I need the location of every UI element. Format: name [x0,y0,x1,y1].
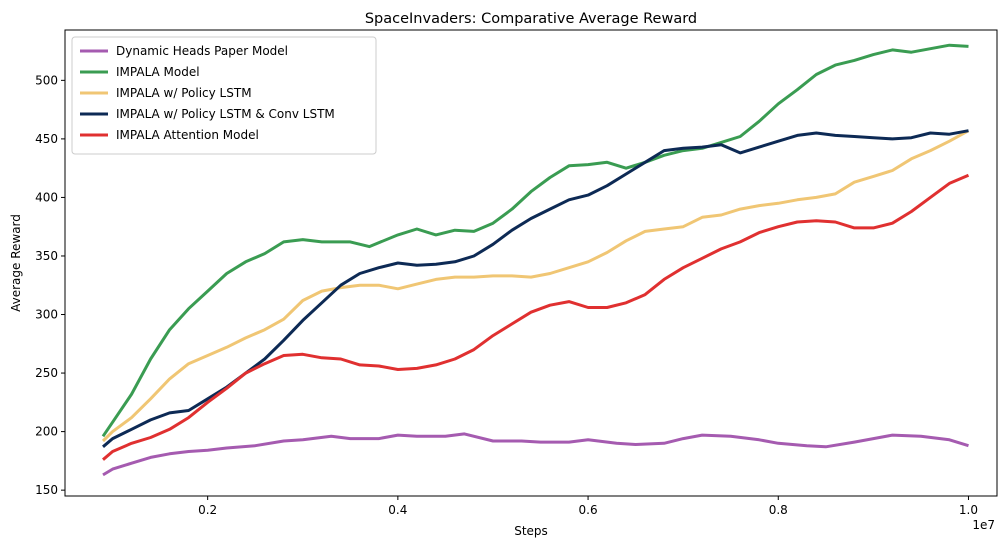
x-axis-offset-label: 1e7 [972,518,995,532]
x-tick-label: 0.4 [388,503,407,517]
x-axis-label: Steps [514,524,548,538]
x-tick-label: 1.0 [959,503,978,517]
series-line-0 [102,432,969,477]
y-axis: 150 200 250 300 350 400 450 500 [35,73,65,497]
series-line-4 [102,173,970,461]
chart-title: SpaceInvaders: Comparative Average Rewar… [365,11,697,27]
legend-entry-0: Dynamic Heads Paper Model [116,44,288,58]
x-tick-label: 0.8 [769,503,788,517]
y-tick-label: 250 [35,366,58,380]
legend-frame [71,36,377,155]
x-tick-label: 0.6 [579,503,598,517]
y-tick-label: 500 [35,73,58,87]
legend-entry-3: IMPALA w/ Policy LSTM & Conv LSTM [116,107,335,121]
x-tick-label: 0.2 [198,503,217,517]
y-tick-label: 400 [35,190,58,204]
x-axis: 0.2 0.4 0.6 0.8 1.0 [198,496,978,517]
plot-area [101,43,970,477]
y-tick-label: 200 [35,425,58,439]
plot-frame [64,29,998,497]
series-line-2 [101,129,970,443]
series-line-1 [101,43,969,438]
legend-entry-4: IMPALA Attention Model [116,128,259,142]
y-tick-label: 300 [35,308,58,322]
legend-entry-2: IMPALA w/ Policy LSTM [116,86,252,100]
y-tick-label: 350 [35,249,58,263]
legend: Dynamic Heads Paper Model IMPALA Model IMP… [71,36,377,155]
y-axis-label: Average Reward [9,214,23,312]
y-tick-label: 150 [35,483,58,497]
legend-entry-1: IMPALA Model [116,65,200,79]
y-tick-label: 450 [35,132,58,146]
series-line-3 [102,129,969,448]
